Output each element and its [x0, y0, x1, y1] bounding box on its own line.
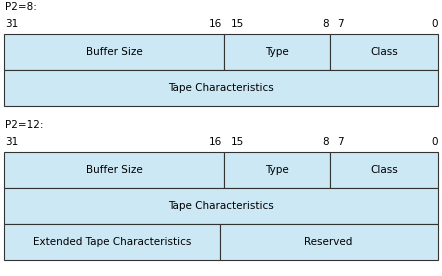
- Text: Tape Characteristics: Tape Characteristics: [168, 201, 274, 211]
- Text: Buffer Size: Buffer Size: [86, 47, 143, 57]
- Text: 15: 15: [231, 137, 244, 147]
- Bar: [4, 34, 224, 70]
- Text: 8: 8: [323, 19, 329, 29]
- Text: Buffer Size: Buffer Size: [86, 165, 143, 175]
- Bar: [330, 34, 438, 70]
- Bar: [4, 188, 438, 224]
- Bar: [224, 34, 330, 70]
- Text: 16: 16: [209, 137, 222, 147]
- Text: 0: 0: [431, 137, 438, 147]
- Text: Class: Class: [370, 47, 398, 57]
- Text: 31: 31: [5, 19, 19, 29]
- Text: 31: 31: [5, 137, 19, 147]
- Bar: [4, 70, 438, 106]
- Text: P2=8:: P2=8:: [5, 2, 37, 12]
- Text: Type: Type: [265, 47, 289, 57]
- Bar: [224, 152, 330, 188]
- Text: Class: Class: [370, 165, 398, 175]
- Text: P2=12:: P2=12:: [5, 120, 44, 130]
- Text: 15: 15: [231, 19, 244, 29]
- Bar: [220, 224, 438, 260]
- Text: 7: 7: [337, 19, 343, 29]
- Bar: [4, 152, 224, 188]
- Bar: [4, 224, 220, 260]
- Text: 7: 7: [337, 137, 343, 147]
- Bar: [330, 152, 438, 188]
- Text: Type: Type: [265, 165, 289, 175]
- Text: 8: 8: [323, 137, 329, 147]
- Text: 0: 0: [431, 19, 438, 29]
- Text: Extended Tape Characteristics: Extended Tape Characteristics: [33, 237, 191, 247]
- Text: Reserved: Reserved: [305, 237, 353, 247]
- Text: 16: 16: [209, 19, 222, 29]
- Text: Tape Characteristics: Tape Characteristics: [168, 83, 274, 93]
